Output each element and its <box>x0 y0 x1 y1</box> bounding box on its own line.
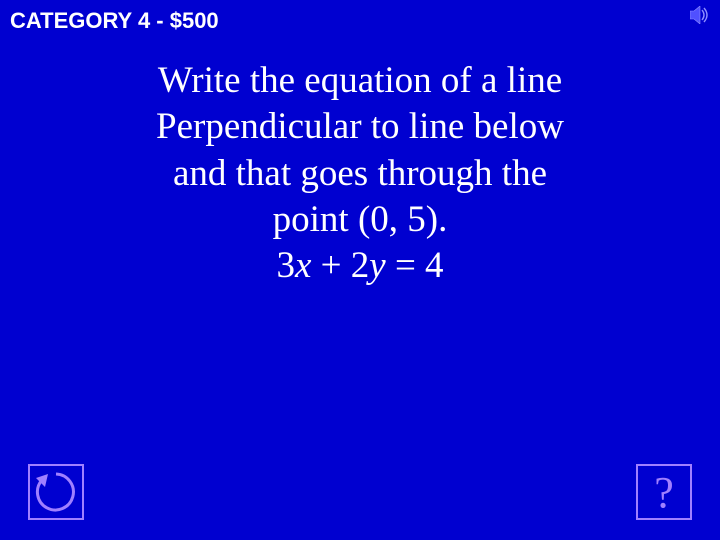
sound-icon[interactable] <box>690 6 712 24</box>
reveal-answer-button[interactable]: ? <box>636 464 692 520</box>
content-line-3: and that goes through the <box>173 153 547 194</box>
question-mark-icon: ? <box>654 467 674 518</box>
content-line-2: Perpendicular to line below <box>156 106 564 147</box>
category-header: CATEGORY 4 - $500 <box>0 0 720 34</box>
back-arrow-icon <box>32 468 80 516</box>
question-content: Write the equation of a line Perpendicul… <box>0 34 720 289</box>
back-button[interactable] <box>28 464 84 520</box>
content-line-1: Write the equation of a line <box>158 60 562 101</box>
content-line-5: 3x + 2y = 4 <box>276 245 443 286</box>
content-line-4: point (0, 5). <box>273 199 448 240</box>
